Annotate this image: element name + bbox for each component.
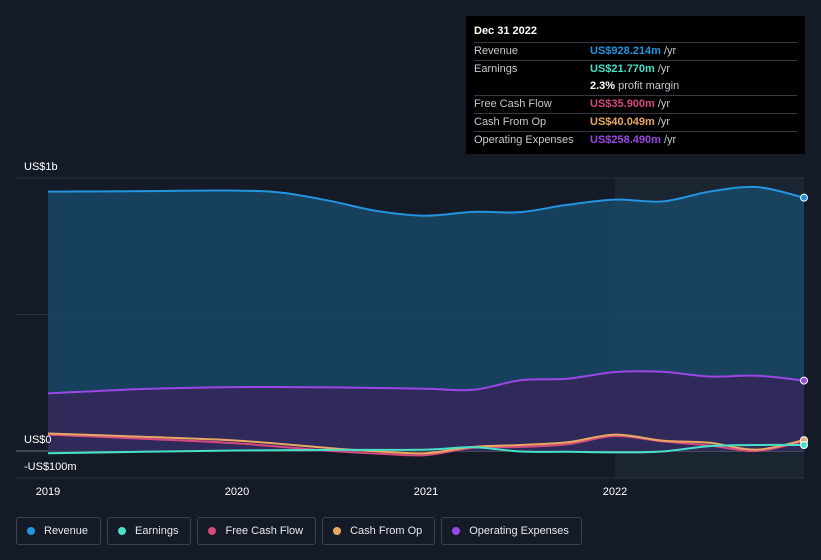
tooltip-row-value: US$258.490m — [590, 134, 661, 146]
legend-label: Cash From Op — [350, 525, 423, 537]
chart-legend: Revenue Earnings Free Cash Flow Cash From O… — [16, 517, 582, 545]
tooltip-date: Dec 31 2022 — [474, 25, 537, 37]
tooltip-row-label: Cash From Op — [474, 116, 547, 128]
tooltip-row: Cash From Op US$40.049m/yr — [474, 113, 797, 131]
tooltip-row: Earnings US$21.770m/yr — [474, 60, 797, 78]
tooltip-row: Revenue US$928.214m/yr — [474, 42, 797, 60]
legend-dot-icon — [27, 527, 35, 535]
legend-label: Operating Expenses — [469, 525, 569, 537]
legend-dot-icon — [208, 527, 217, 535]
y-label-top: US$1b — [24, 161, 58, 173]
data-tooltip: Dec 31 2022 Revenue US$928.214m/yr Earning… — [466, 16, 805, 154]
tooltip-row-label: Earnings — [474, 63, 518, 75]
legend-item-earnings[interactable]: Earnings — [107, 517, 192, 545]
legend-dot-icon — [118, 527, 127, 535]
legend-item-free-cash-flow[interactable]: Free Cash Flow — [197, 517, 317, 545]
legend-dot-icon — [333, 527, 342, 535]
tooltip-row: Free Cash Flow US$35.900m/yr — [474, 95, 797, 113]
tooltip-row-label: Operating Expenses — [474, 134, 574, 146]
legend-label: Free Cash Flow — [225, 525, 304, 537]
legend-item-operating-expenses[interactable]: Operating Expenses — [441, 517, 582, 545]
earnings-end-marker — [800, 440, 808, 449]
tooltip-row-value: US$928.214m — [590, 45, 661, 57]
x-tick-2020: 2020 — [225, 486, 249, 498]
tooltip-row-label — [474, 78, 590, 95]
x-tick-2019: 2019 — [36, 486, 60, 498]
tooltip-row-unit: /yr — [657, 116, 671, 128]
legend-label: Revenue — [44, 525, 89, 537]
tooltip-row-label: Revenue — [474, 45, 519, 57]
x-tick-2021: 2021 — [414, 486, 438, 498]
earnings-line — [47, 443, 805, 455]
legend-item-cash-from-op[interactable]: Cash From Op — [322, 517, 436, 545]
legend-label: Earnings — [135, 525, 179, 537]
tooltip-row-value: US$35.900m — [590, 98, 655, 110]
tooltip-row: Operating Expenses US$258.490m/yr — [474, 131, 797, 149]
operating-expenses-area — [48, 371, 804, 451]
legend-dot-icon — [452, 527, 461, 535]
y-label-bottom: -US$100m — [24, 461, 77, 473]
legend-item-revenue[interactable]: Revenue — [16, 517, 102, 545]
area-layer — [48, 186, 804, 451]
tooltip-rows: Revenue US$928.214m/yr Earnings US$21.770m /… — [474, 42, 797, 149]
revenue-end-marker — [800, 193, 808, 202]
tooltip-row: 2.3% profit margin — [474, 78, 797, 95]
tooltip-row-value: 2.3% — [590, 80, 616, 92]
tooltip-row-value: US$21.770m — [590, 63, 655, 75]
x-tick-2022: 2022 — [603, 486, 627, 498]
line-layer — [47, 185, 805, 457]
tooltip-row-unit: /yr — [663, 45, 677, 57]
tooltip-row-label: Free Cash Flow — [474, 98, 552, 110]
cash-from-op-line — [47, 432, 805, 455]
operating-expenses-line — [47, 370, 805, 395]
tooltip-row-value: US$40.049m — [590, 116, 655, 128]
tooltip-row-unit: /yr — [657, 63, 671, 75]
tooltip-row-unit: /yr — [663, 134, 677, 146]
marker-layer — [800, 193, 808, 449]
x-axis-ticks: 2019 2020 2021 2022 — [36, 486, 627, 498]
revenue-line — [47, 185, 805, 217]
tooltip-row-unit: /yr — [657, 98, 671, 110]
operating-expenses-end-marker — [800, 376, 808, 385]
tooltip-row-unit: profit margin — [618, 80, 680, 92]
y-label-zero: US$0 — [24, 434, 52, 446]
